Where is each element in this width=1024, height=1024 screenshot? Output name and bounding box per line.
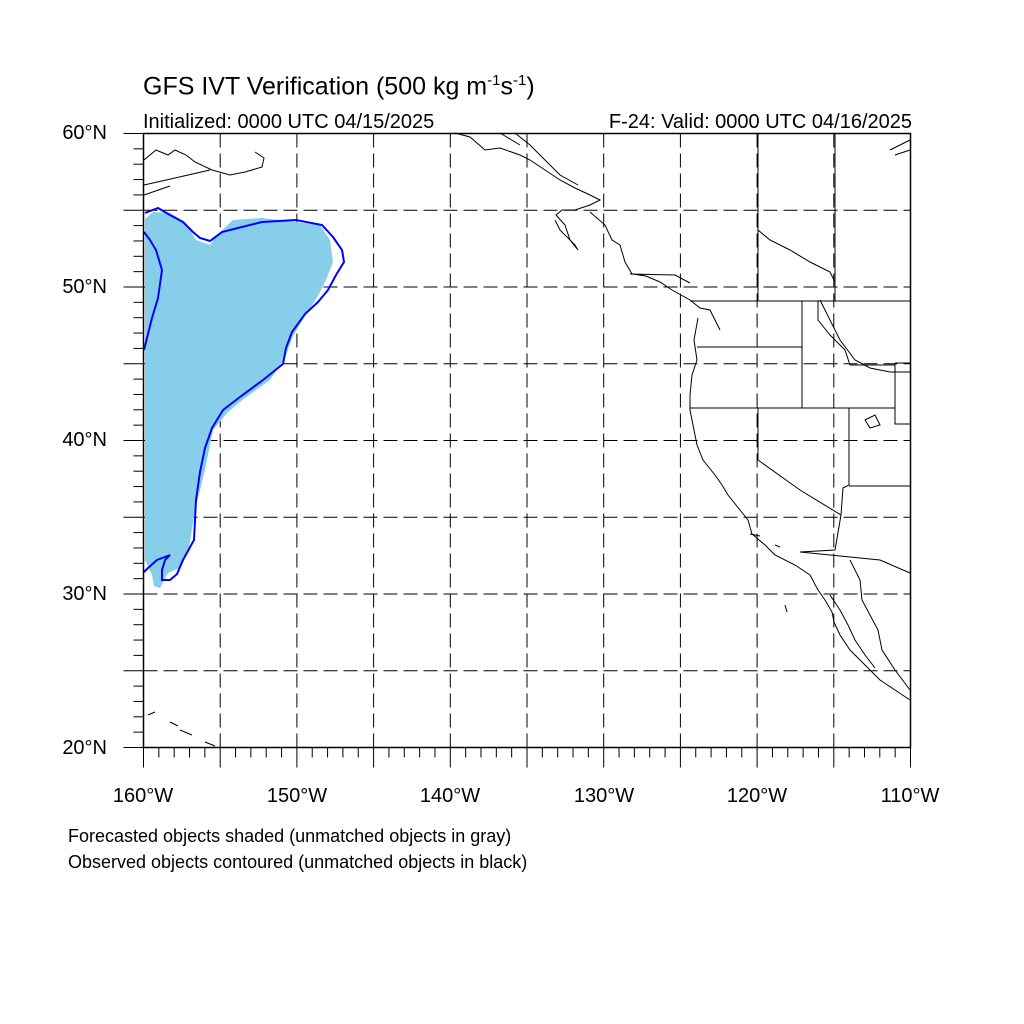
map-frame [142,132,912,749]
coastlines [143,132,911,747]
lat-label-50: 50°N [62,276,107,298]
initialized-time: Initialized: 0000 UTC 04/15/2025 [143,111,435,133]
lat-label-40: 40°N [62,429,107,451]
lon-label-150w: 150°W [266,785,328,807]
lon-label-110w: 110°W [880,785,940,807]
legend-forecast: Forecasted objects shaded (unmatched obj… [68,826,512,846]
lon-label-160w: 160°W [112,785,174,807]
axis-ticks [123,133,911,768]
page-title: GFS IVT Verification (500 kg m-1s-1) [143,72,535,101]
forecast-object [145,212,333,588]
valid-time: F-24: Valid: 0000 UTC 04/16/2025 [608,111,912,133]
legend-observed: Observed objects contoured (unmatched ob… [68,852,528,872]
lat-label-30: 30°N [62,583,107,605]
lon-label-130w: 130°W [573,785,635,807]
political-borders [690,133,911,574]
lat-label-60: 60°N [62,122,107,144]
lon-label-120w: 120°W [726,785,788,807]
lat-lon-grid [143,133,911,748]
observed-object-contour [143,206,346,581]
lat-label-20: 20°N [62,737,107,759]
lon-label-140w: 140°W [419,785,481,807]
